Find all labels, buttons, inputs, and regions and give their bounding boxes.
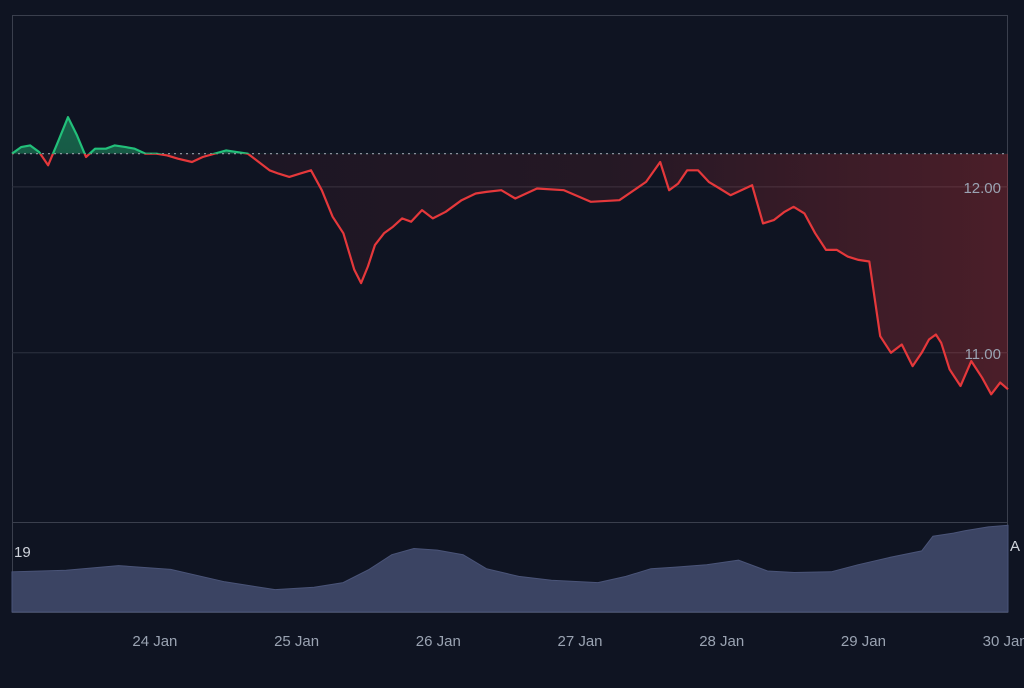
x-tick-label: 26 Jan <box>416 633 461 650</box>
volume-value-label: 19 <box>14 544 31 561</box>
volume-edge-label: A <box>1010 538 1020 555</box>
x-tick-label: 28 Jan <box>699 633 744 650</box>
x-tick-label: 25 Jan <box>274 633 319 650</box>
x-tick-label: 27 Jan <box>557 633 602 650</box>
price-line-below-baseline <box>11 153 1009 396</box>
x-tick-label: 29 Jan <box>841 633 886 650</box>
x-tick-label: 30 Jan <box>983 633 1024 650</box>
price-fill-below-baseline <box>12 153 1008 395</box>
price-fill-above-baseline <box>12 117 1008 154</box>
y-tick-label: 11.00 <box>965 346 1001 363</box>
volume-area <box>11 524 1009 613</box>
x-tick-label: 24 Jan <box>132 633 177 650</box>
price-frame <box>12 15 1008 523</box>
y-tick-label: 12.00 <box>963 180 1001 197</box>
